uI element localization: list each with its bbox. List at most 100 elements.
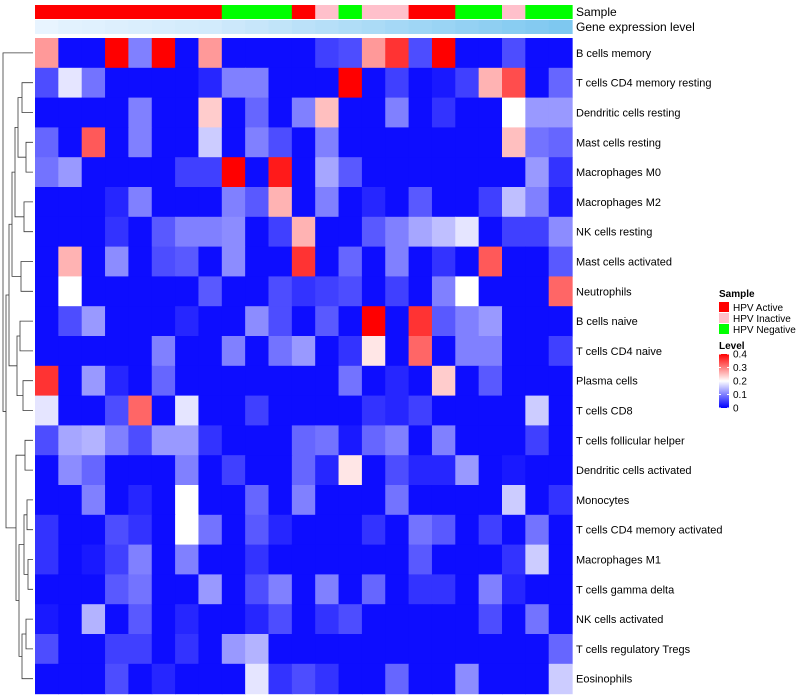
dendrogram-link (14, 127, 24, 218)
heatmap-cell (245, 544, 270, 575)
heatmap-cell (198, 425, 223, 456)
heatmap-cell (175, 187, 200, 218)
heatmap-cell (175, 425, 200, 456)
heatmap-cell (35, 634, 59, 665)
row-label: T cells regulatory Tregs (576, 644, 691, 656)
heatmap-cell (245, 216, 270, 248)
sample-annotation-cell (81, 5, 106, 19)
heatmap-cell (268, 38, 293, 69)
heatmap-cell (548, 604, 573, 635)
sample-annotation-cell (151, 5, 176, 19)
sample-annotation-cell (35, 5, 59, 19)
heatmap-cell (361, 365, 386, 397)
heatmap-cell (338, 544, 363, 575)
heatmap-cell (408, 604, 433, 635)
heatmap-cell (525, 216, 550, 248)
level-tick-label: 0.4 (733, 350, 747, 361)
heatmap-cell (408, 246, 433, 277)
heatmap-cell (291, 67, 316, 99)
heatmap-cell (361, 97, 386, 128)
heatmap-cell (431, 544, 456, 575)
heatmap-cell (268, 425, 293, 456)
heatmap-cell (455, 663, 480, 695)
heatmap-cell (58, 157, 83, 188)
heatmap-cell (245, 574, 270, 605)
heatmap-cell (502, 306, 526, 337)
heatmap-cell (151, 544, 176, 575)
heatmap-cell (478, 97, 503, 128)
heatmap-cell (338, 455, 363, 486)
heatmap-cell (198, 514, 223, 546)
heatmap-cell (291, 336, 316, 367)
heatmap-cell (81, 246, 106, 277)
row-label: Dendritic cells resting (576, 108, 681, 120)
heatmap-cell (478, 306, 503, 337)
heatmap-cell (338, 157, 363, 188)
sample-annotation-cell (175, 5, 200, 19)
heatmap-cell (151, 634, 176, 665)
heatmap-cell (431, 97, 456, 128)
heatmap-cell (151, 514, 176, 546)
heatmap-cell (175, 544, 200, 575)
heatmap-cell (151, 395, 176, 426)
row-label: Plasma cells (576, 376, 638, 388)
heatmap-cell (408, 574, 433, 605)
heatmap-cell (478, 634, 503, 665)
heatmap-cell (175, 157, 200, 188)
heatmap-cell (478, 187, 503, 218)
heatmap-cell (385, 663, 410, 695)
heatmap-cell (198, 544, 223, 575)
heatmap-cell (525, 97, 550, 128)
heatmap-cell (245, 306, 270, 337)
level-annotation-cell (338, 20, 363, 34)
heatmap-cell (105, 455, 129, 486)
heatmap-cell (431, 306, 456, 337)
heatmap-cell (548, 187, 573, 218)
heatmap-cell (81, 306, 106, 337)
sample-annotation-cell (128, 5, 153, 19)
heatmap-cell (245, 276, 270, 307)
heatmap-cell (478, 336, 503, 367)
heatmap-cell (175, 395, 200, 426)
heatmap-cell (431, 455, 456, 486)
heatmap-cell (151, 365, 176, 397)
heatmap-cell (105, 425, 129, 456)
heatmap-cell (105, 365, 129, 397)
heatmap-cell (548, 157, 573, 188)
heatmap-cell (35, 574, 59, 605)
heatmap-cell (291, 97, 316, 128)
sample-annotation-cell (338, 5, 363, 19)
heatmap-cell (291, 634, 316, 665)
heatmap-cell (502, 276, 526, 307)
heatmap-cell (128, 544, 153, 575)
heatmap-cell (291, 425, 316, 456)
heatmap-cell (385, 544, 410, 575)
heatmap-cell (81, 604, 106, 635)
level-annotation-cell (198, 20, 223, 34)
heatmap-cell (385, 425, 410, 456)
heatmap-cell (548, 485, 573, 516)
heatmap-cell (361, 38, 386, 69)
heatmap-cell (175, 67, 200, 99)
heatmap-cell (408, 663, 433, 695)
heatmap-cell (221, 38, 246, 69)
heatmap-cell (455, 157, 480, 188)
row-label: Neutrophils (576, 286, 632, 298)
heatmap-cell (338, 604, 363, 635)
heatmap-cell (525, 604, 550, 635)
dendrogram-link (21, 633, 33, 680)
heatmap-cell (338, 336, 363, 367)
heatmap-cell (58, 604, 83, 635)
dendrogram-link (20, 261, 33, 292)
dendrogram-link (8, 223, 17, 367)
heatmap-cell (315, 514, 340, 546)
heatmap-cell (58, 336, 83, 367)
level-tick-label: 0 (733, 404, 739, 415)
heatmap-cell (478, 276, 503, 307)
heatmap-cell (385, 127, 410, 158)
heatmap-cell (361, 395, 386, 426)
heatmap-cell (408, 336, 433, 367)
dendrogram-link (18, 544, 24, 657)
sample-annotation-cell (455, 5, 480, 19)
heatmap-cell (268, 246, 293, 277)
